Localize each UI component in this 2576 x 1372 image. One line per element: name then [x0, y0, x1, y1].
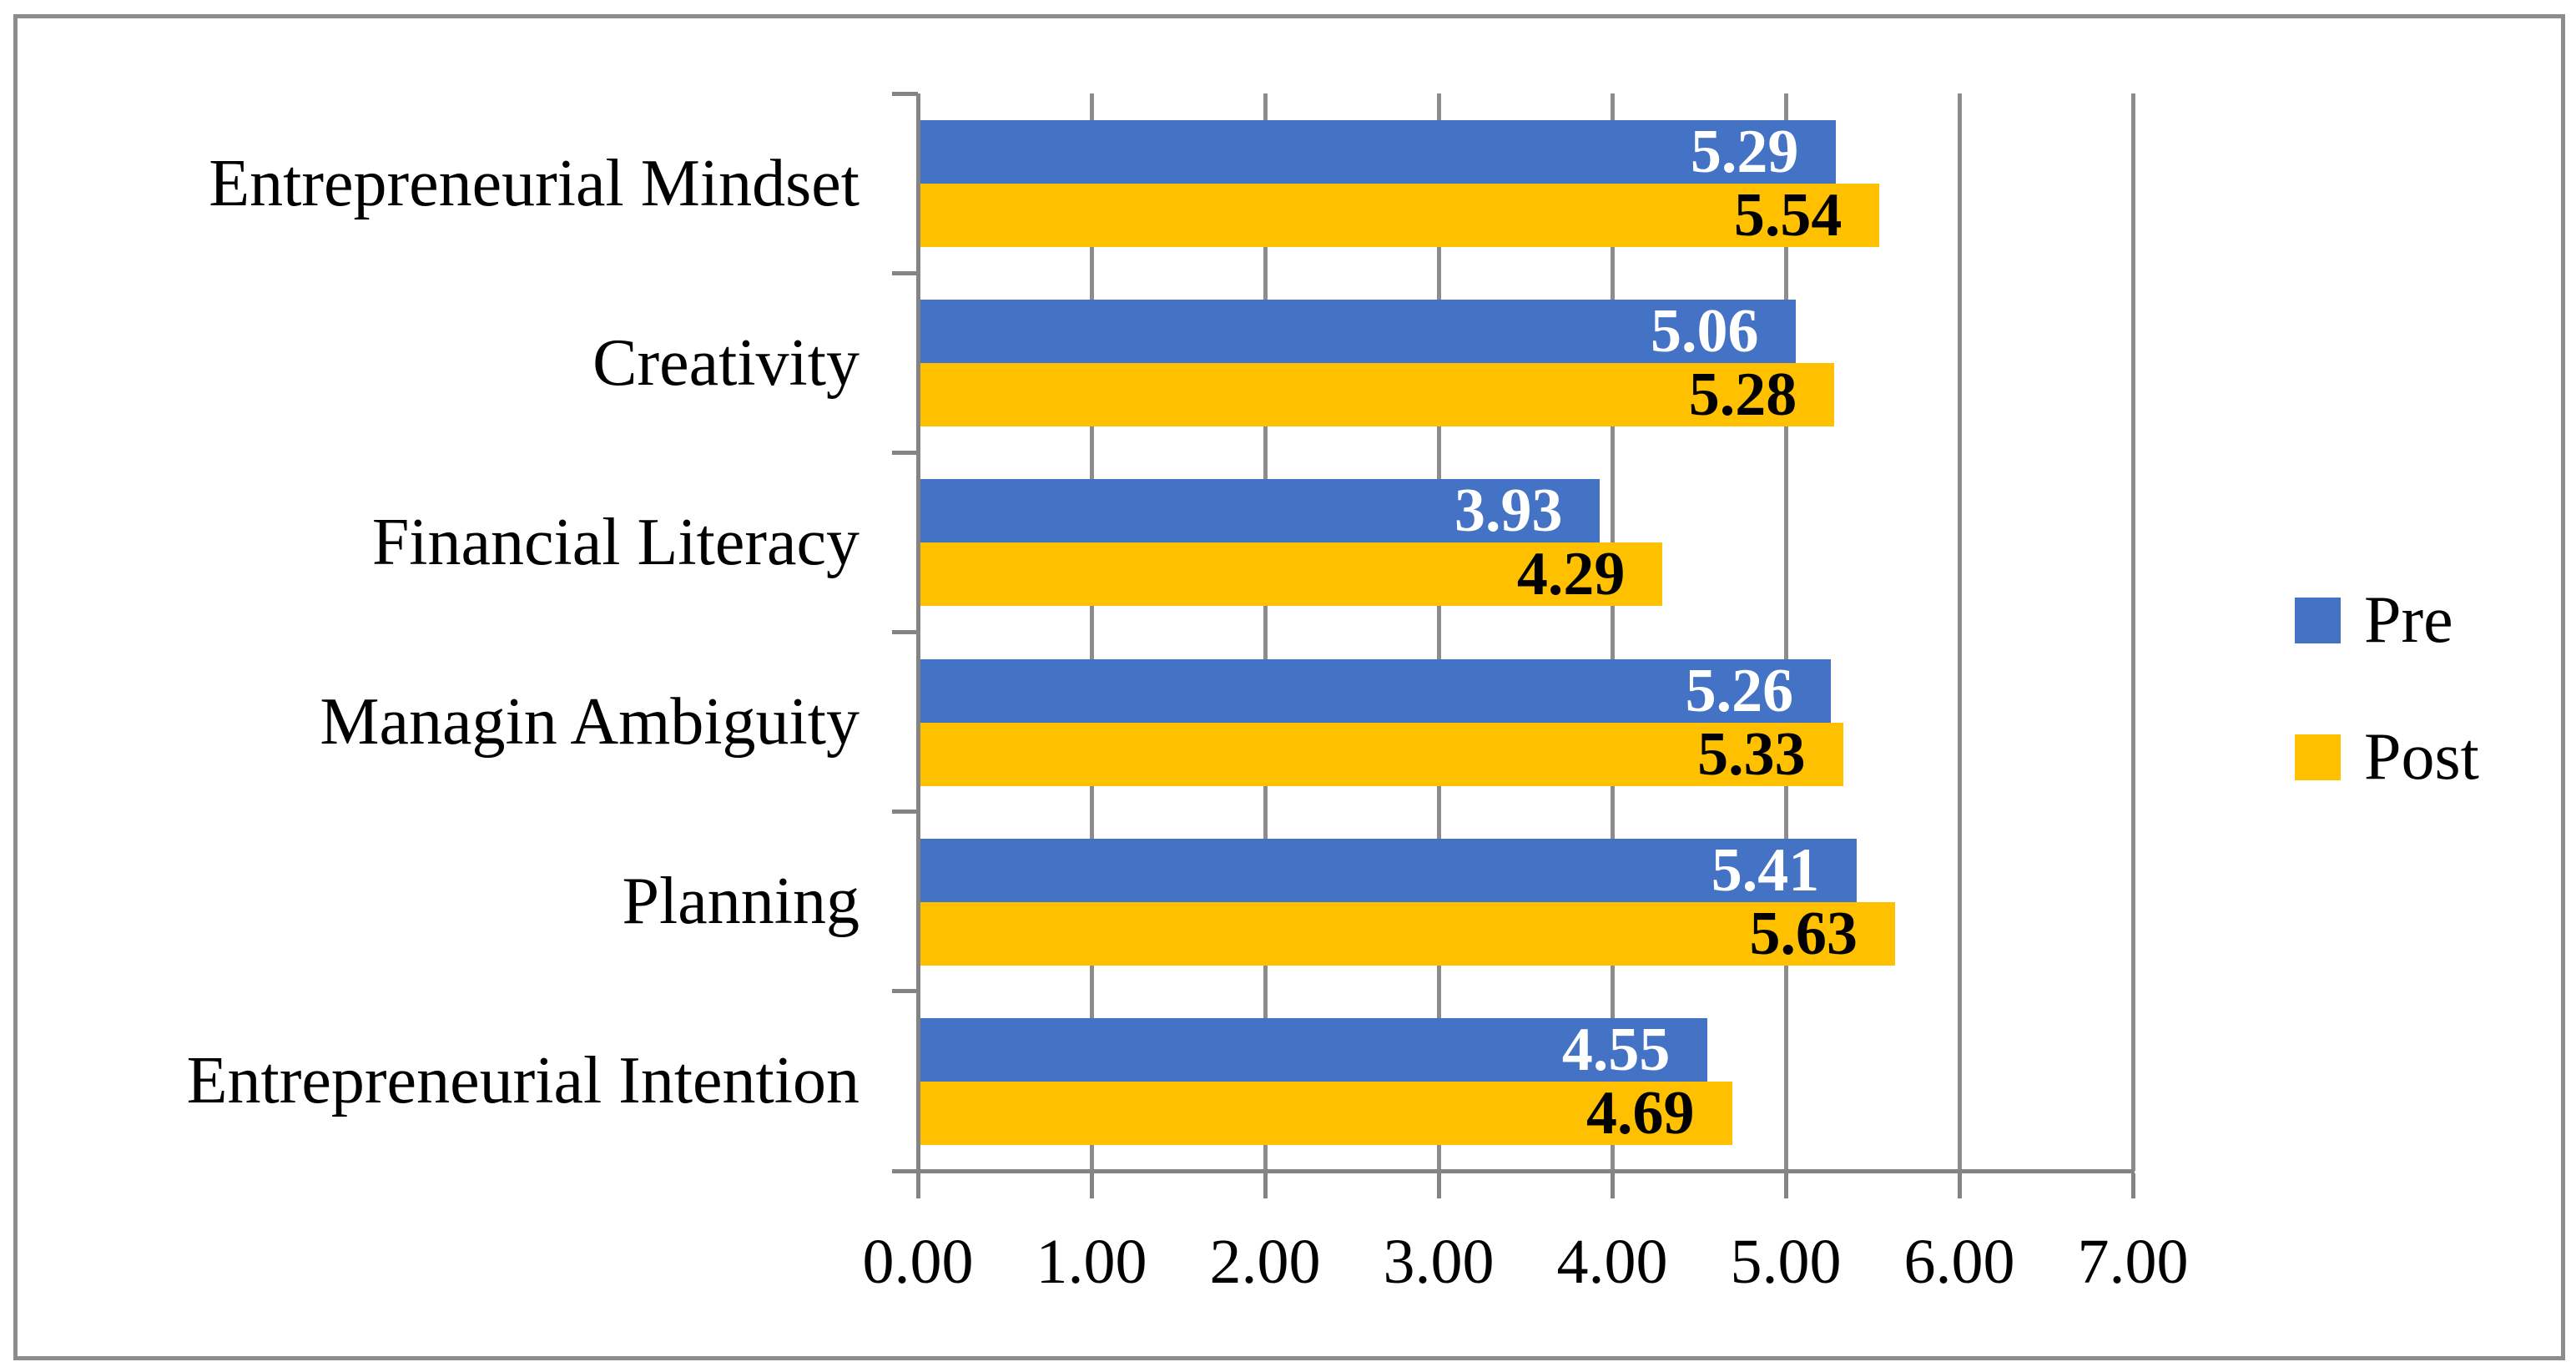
- gridline-x-6.00: [1958, 93, 1962, 1171]
- bar-value-label: 5.54: [1733, 181, 1843, 250]
- value-axis-label-4.00: 4.00: [1556, 1227, 1668, 1297]
- bar-value-label: 5.63: [1749, 899, 1858, 968]
- value-axis-line: [916, 1169, 2135, 1173]
- category-axis-tick: [892, 1168, 918, 1173]
- value-axis-tick-7.00: [2130, 1173, 2135, 1198]
- category-axis-tick: [892, 810, 918, 815]
- value-axis-tick-1.00: [1089, 1173, 1094, 1198]
- legend-label-pre: Pre: [2364, 583, 2453, 657]
- bar-pre-4: 5.26: [918, 656, 1832, 725]
- figure-border: [13, 14, 2565, 1360]
- category-axis-tick: [892, 630, 918, 634]
- value-axis-tick-3.00: [1436, 1173, 1441, 1198]
- gridline-x-2.00: [1263, 93, 1268, 1171]
- value-axis-label-0.00: 0.00: [862, 1227, 974, 1297]
- bar-value-label: 5.33: [1697, 719, 1806, 789]
- value-axis-label-5.00: 5.00: [1730, 1227, 1842, 1297]
- category-axis-tick: [892, 91, 918, 96]
- category-label-3: Financial Literacy: [371, 505, 860, 579]
- category-label-1: Entrepreneurial Mindset: [209, 146, 860, 220]
- bar-post-5: 5.63: [918, 899, 1896, 968]
- bar-value-label: 4.69: [1586, 1078, 1695, 1148]
- bar-post-4: 5.33: [918, 719, 1843, 789]
- bar-pre-2: 5.06: [918, 297, 1797, 366]
- value-axis-label-7.00: 7.00: [2077, 1227, 2189, 1297]
- bar-post-2: 5.28: [918, 361, 1835, 430]
- legend-item-post: Post: [2295, 719, 2479, 794]
- category-axis-tick: [892, 989, 918, 994]
- value-axis-label-6.00: 6.00: [1903, 1227, 2015, 1297]
- value-axis-label-3.00: 3.00: [1383, 1227, 1495, 1297]
- category-label-2: Creativity: [592, 325, 860, 400]
- legend-item-pre: Pre: [2295, 583, 2453, 658]
- category-label-4: Managin Ambiguity: [320, 685, 860, 759]
- bar-value-label: 5.26: [1685, 656, 1794, 725]
- bar-value-label: 5.41: [1711, 835, 1820, 905]
- bar-post-1: 5.54: [918, 181, 1880, 250]
- gridline-x-4.00: [1611, 93, 1615, 1171]
- bar-pre-3: 3.93: [918, 477, 1601, 546]
- value-axis-tick-5.00: [1783, 1173, 1788, 1198]
- value-axis-label-2.00: 2.00: [1209, 1227, 1321, 1297]
- value-axis-label-1.00: 1.00: [1036, 1227, 1147, 1297]
- category-axis-line: [916, 93, 920, 1198]
- value-axis-tick-6.00: [1957, 1173, 1962, 1198]
- legend-label-post: Post: [2364, 720, 2479, 794]
- category-axis-tick: [892, 450, 918, 455]
- gridline-x-1.00: [1090, 93, 1094, 1171]
- category-label-5: Planning: [622, 865, 860, 939]
- gridline-x-7.00: [2131, 93, 2135, 1171]
- bar-value-label: 5.29: [1690, 118, 1799, 186]
- bar-pre-1: 5.29: [918, 118, 1837, 186]
- bar-value-label: 5.06: [1650, 297, 1759, 366]
- value-axis-tick-4.00: [1610, 1173, 1615, 1198]
- bar-value-label: 4.55: [1561, 1015, 1671, 1084]
- plot-area: 5.29 5.54 5.06 5.28 3.93 4.29 5.26 5.33 5.41 5.63…: [892, 91, 2135, 1198]
- bar-value-label: 4.29: [1516, 540, 1626, 609]
- bar-post-3: 4.29: [918, 540, 1663, 609]
- value-axis-tick-0.00: [915, 1173, 920, 1198]
- bar-value-label: 5.28: [1688, 361, 1797, 430]
- category-axis-tick: [892, 270, 918, 275]
- bar-pre-5: 5.41: [918, 835, 1858, 905]
- gridline-x-3.00: [1437, 93, 1441, 1171]
- legend-swatch-pre: [2295, 597, 2341, 643]
- bar-value-label: 3.93: [1454, 477, 1563, 546]
- bar-post-6: 4.69: [918, 1078, 1732, 1148]
- bar-pre-6: 4.55: [918, 1015, 1708, 1084]
- legend-swatch-post: [2295, 734, 2341, 780]
- gridline-x-5.00: [1784, 93, 1788, 1171]
- value-axis-tick-2.00: [1263, 1173, 1268, 1198]
- category-label-6: Entrepreneurial Intention: [186, 1044, 860, 1118]
